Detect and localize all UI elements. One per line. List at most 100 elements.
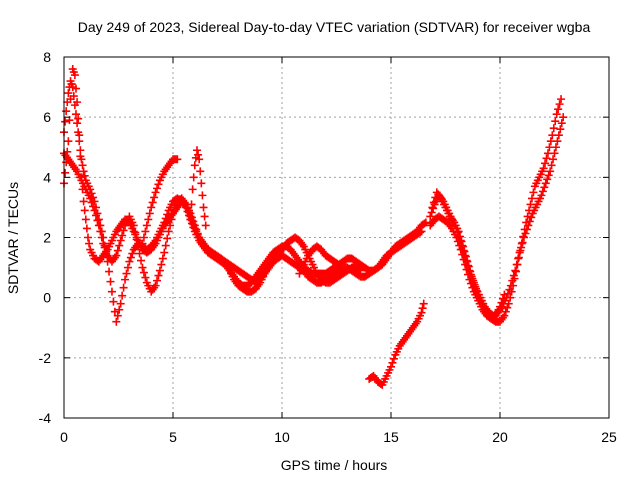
data-point [453,237,462,246]
data-point [142,221,151,230]
data-point [93,216,102,225]
data-point [462,265,471,274]
data-point [154,180,163,189]
data-point [388,358,397,367]
data-point [166,221,175,230]
data-point [61,168,70,177]
data-point [464,270,473,279]
data-point [455,241,464,250]
data-point [78,161,87,170]
data-point [555,100,564,109]
series-track-j [426,212,509,323]
data-point [559,113,568,122]
data-point [126,253,135,262]
data-point [113,246,122,255]
data-point [151,188,160,197]
data-point [69,68,78,77]
data-point [64,89,73,98]
data-point [128,249,137,258]
data-point [115,241,124,250]
data-point [151,281,160,290]
data-point [145,209,154,218]
data-point [129,221,138,230]
chart-title: Day 249 of 2023, Sidereal Day-to-day VTE… [78,19,591,35]
x-tick-label: 20 [492,429,508,445]
data-point [68,83,77,92]
data-point [161,214,170,223]
data-point [511,266,520,275]
data-point [157,260,166,269]
data-point [170,205,179,214]
data-point [389,354,398,363]
data-point [540,183,549,192]
data-point [519,233,528,242]
data-point [525,217,534,226]
y-tick-label: 8 [43,49,51,65]
data-point [557,95,566,104]
data-point [183,204,192,213]
data-point [109,297,118,306]
data-point [417,308,426,317]
data-point [509,271,518,280]
data-point [137,256,146,265]
data-point [169,209,177,218]
series-track-d [138,155,182,248]
data-point [73,119,82,128]
data-point [94,221,103,230]
data-point [134,242,143,251]
data-point [498,294,507,303]
data-point [500,290,509,299]
data-point [506,281,515,290]
data-point [522,225,531,234]
data-point [553,137,562,146]
data-point [163,234,172,243]
data-point [89,202,98,211]
data-point [521,229,530,238]
data-point [543,175,552,184]
data-point [456,245,465,254]
data-point [548,131,557,140]
data-point [466,279,475,288]
data-point [554,131,563,140]
data-point [147,203,156,212]
series-track-f [295,242,343,278]
data-point [81,215,90,224]
data-point [501,307,510,316]
data-point [153,276,162,285]
data-point [167,215,176,224]
data-point [155,266,164,275]
data-point [426,212,435,221]
data-point [160,248,169,257]
data-point [199,203,208,212]
data-point [541,179,550,188]
data-point [551,117,560,126]
data-point [79,167,88,176]
data-point [91,211,100,220]
data-point [196,167,205,176]
data-point [116,299,125,308]
data-point [112,251,121,260]
data-point [189,220,198,229]
data-point [524,221,533,230]
data-point [144,215,153,224]
data-point [546,137,555,146]
data-point [539,164,548,173]
data-point [544,171,553,180]
data-point [118,231,127,240]
data-point [112,317,121,326]
y-tick-label: 4 [43,169,51,185]
series-track-e [186,146,210,230]
data-point [76,146,85,155]
data-point [518,238,527,247]
data-point [119,226,128,235]
series-track-c [60,149,365,296]
data-point [515,248,524,257]
data-point [428,203,437,212]
data-point [82,224,91,233]
data-point [545,143,554,152]
x-tick-label: 10 [274,429,290,445]
data-point [80,206,89,215]
data-point [141,273,150,282]
data-point [150,193,159,202]
